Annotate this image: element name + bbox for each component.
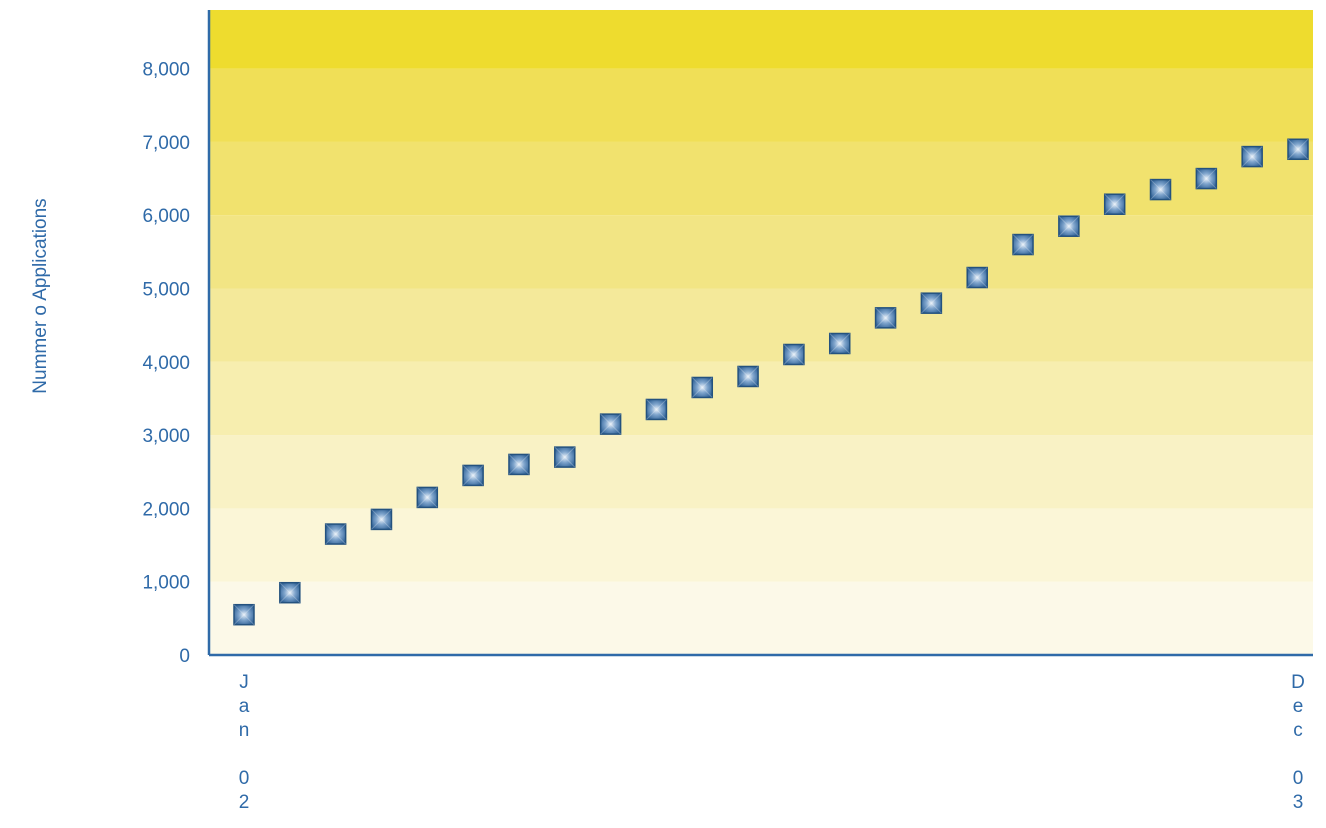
x-tick-char: e <box>1293 696 1304 717</box>
x-tick-labels: Jan 0 2 Dec 0 3 <box>239 672 1305 813</box>
data-point <box>233 603 255 626</box>
data-point <box>645 398 668 421</box>
y-tick-labels: 0 1,000 2,000 3,000 4,000 5,000 6,000 7,000 8,00… <box>142 60 190 667</box>
data-point <box>691 376 714 399</box>
x-tick-char: c <box>1293 720 1303 741</box>
data-point <box>1149 178 1172 201</box>
y-tick-label: 5,000 <box>142 280 190 301</box>
data-point <box>828 332 851 355</box>
y-axis-title: Nummer o Applications <box>30 198 51 393</box>
x-tick-char: D <box>1291 672 1305 693</box>
data-point <box>783 343 805 366</box>
data-point <box>554 446 576 468</box>
background-band <box>209 361 1313 436</box>
x-tick-char: a <box>239 696 250 717</box>
background-band <box>209 215 1313 289</box>
x-tick-char: J <box>239 672 249 693</box>
data-point <box>1287 138 1309 161</box>
data-point <box>462 464 484 487</box>
background-band <box>209 141 1313 216</box>
x-tick-label: Dec 0 3 <box>1291 672 1305 813</box>
data-point <box>920 292 943 314</box>
background-band <box>209 10 1313 69</box>
data-points <box>233 138 1309 626</box>
data-point <box>599 413 622 435</box>
x-tick-char: 3 <box>1293 792 1304 813</box>
data-point <box>1195 167 1218 190</box>
y-tick-label: 3,000 <box>142 426 190 447</box>
y-tick-label: 8,000 <box>142 60 190 81</box>
background-band <box>209 581 1313 655</box>
data-point <box>416 486 439 509</box>
data-point <box>1012 233 1034 256</box>
data-point <box>966 266 988 289</box>
background-band <box>209 435 1313 509</box>
data-point <box>1103 193 1126 215</box>
data-point <box>1241 145 1263 168</box>
y-tick-label: 4,000 <box>142 353 190 374</box>
data-point <box>279 581 301 604</box>
background-bands <box>209 10 1313 655</box>
x-tick-label: Jan 0 2 <box>239 672 250 813</box>
data-point <box>737 365 759 388</box>
data-point <box>508 453 530 476</box>
data-point <box>874 307 897 329</box>
data-point <box>324 523 347 545</box>
y-tick-label: 0 <box>179 646 190 667</box>
x-tick-char: n <box>239 720 250 741</box>
data-point <box>370 508 393 531</box>
y-tick-label: 7,000 <box>142 133 190 154</box>
background-band <box>209 508 1313 582</box>
background-band <box>209 68 1313 142</box>
y-tick-label: 1,000 <box>142 573 190 594</box>
data-point <box>1058 215 1080 237</box>
x-tick-char: 2 <box>239 792 250 813</box>
y-tick-label: 2,000 <box>142 499 190 520</box>
x-tick-char: 0 <box>1293 768 1304 789</box>
background-band <box>209 288 1313 362</box>
y-tick-label: 6,000 <box>142 206 190 227</box>
x-tick-char: 0 <box>239 768 250 789</box>
